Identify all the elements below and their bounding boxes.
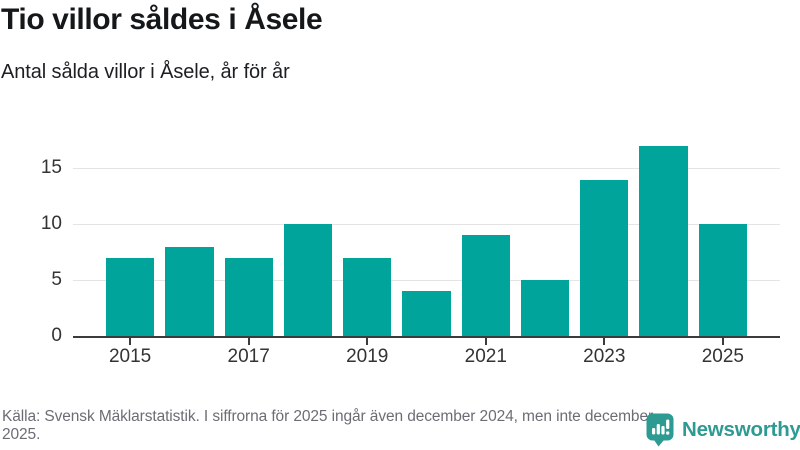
newsworthy-logo[interactable]: Newsworthy xyxy=(646,412,800,448)
x-axis-label-2015: 2015 xyxy=(108,346,152,367)
bar-2023 xyxy=(580,179,629,336)
bar-2020 xyxy=(402,291,451,336)
x-axis-label-2017: 2017 xyxy=(227,346,270,367)
x-axis-tick-2015 xyxy=(129,338,132,345)
bar-2024 xyxy=(639,146,688,336)
x-axis-tick-2021 xyxy=(484,338,487,345)
x-axis-tick-2019 xyxy=(366,338,369,345)
x-axis-tick-2025 xyxy=(721,338,724,345)
bar-2019 xyxy=(343,257,392,336)
x-axis-label-2023: 2023 xyxy=(583,346,626,367)
bar-2022 xyxy=(520,280,570,336)
source-note: Källa: Svensk Mäklarstatistik. I siffror… xyxy=(2,408,654,443)
y-axis-label-0: 0 xyxy=(51,325,62,346)
x-axis-label-2021: 2021 xyxy=(464,346,507,367)
y-axis-label-5: 5 xyxy=(51,269,62,291)
gridline-10 xyxy=(73,224,780,226)
bar-2021 xyxy=(461,235,510,336)
chart-title: Tio villor såldes i Åsele xyxy=(1,3,323,36)
gridline-5 xyxy=(73,280,780,282)
bar-2017 xyxy=(224,257,273,336)
x-axis-tick-2023 xyxy=(603,338,606,345)
bar-2015 xyxy=(106,257,155,336)
bar-2025 xyxy=(698,224,747,336)
newsworthy-speech-bubble-icon xyxy=(646,413,675,447)
y-axis-label-10: 10 xyxy=(40,213,62,235)
x-axis-label-2025: 2025 xyxy=(701,346,744,367)
y-axis-label-15: 15 xyxy=(40,157,62,179)
gridline-15 xyxy=(73,168,780,170)
chart-subtitle: Antal sålda villor i Åsele, år för år xyxy=(1,61,290,83)
bar-2016 xyxy=(165,246,214,336)
x-axis-label-2019: 2019 xyxy=(346,346,389,367)
x-axis-tick-2017 xyxy=(247,338,250,345)
newsworthy-wordmark: Newsworthy xyxy=(682,418,800,441)
x-axis-line xyxy=(73,335,780,338)
bar-2018 xyxy=(283,224,333,336)
